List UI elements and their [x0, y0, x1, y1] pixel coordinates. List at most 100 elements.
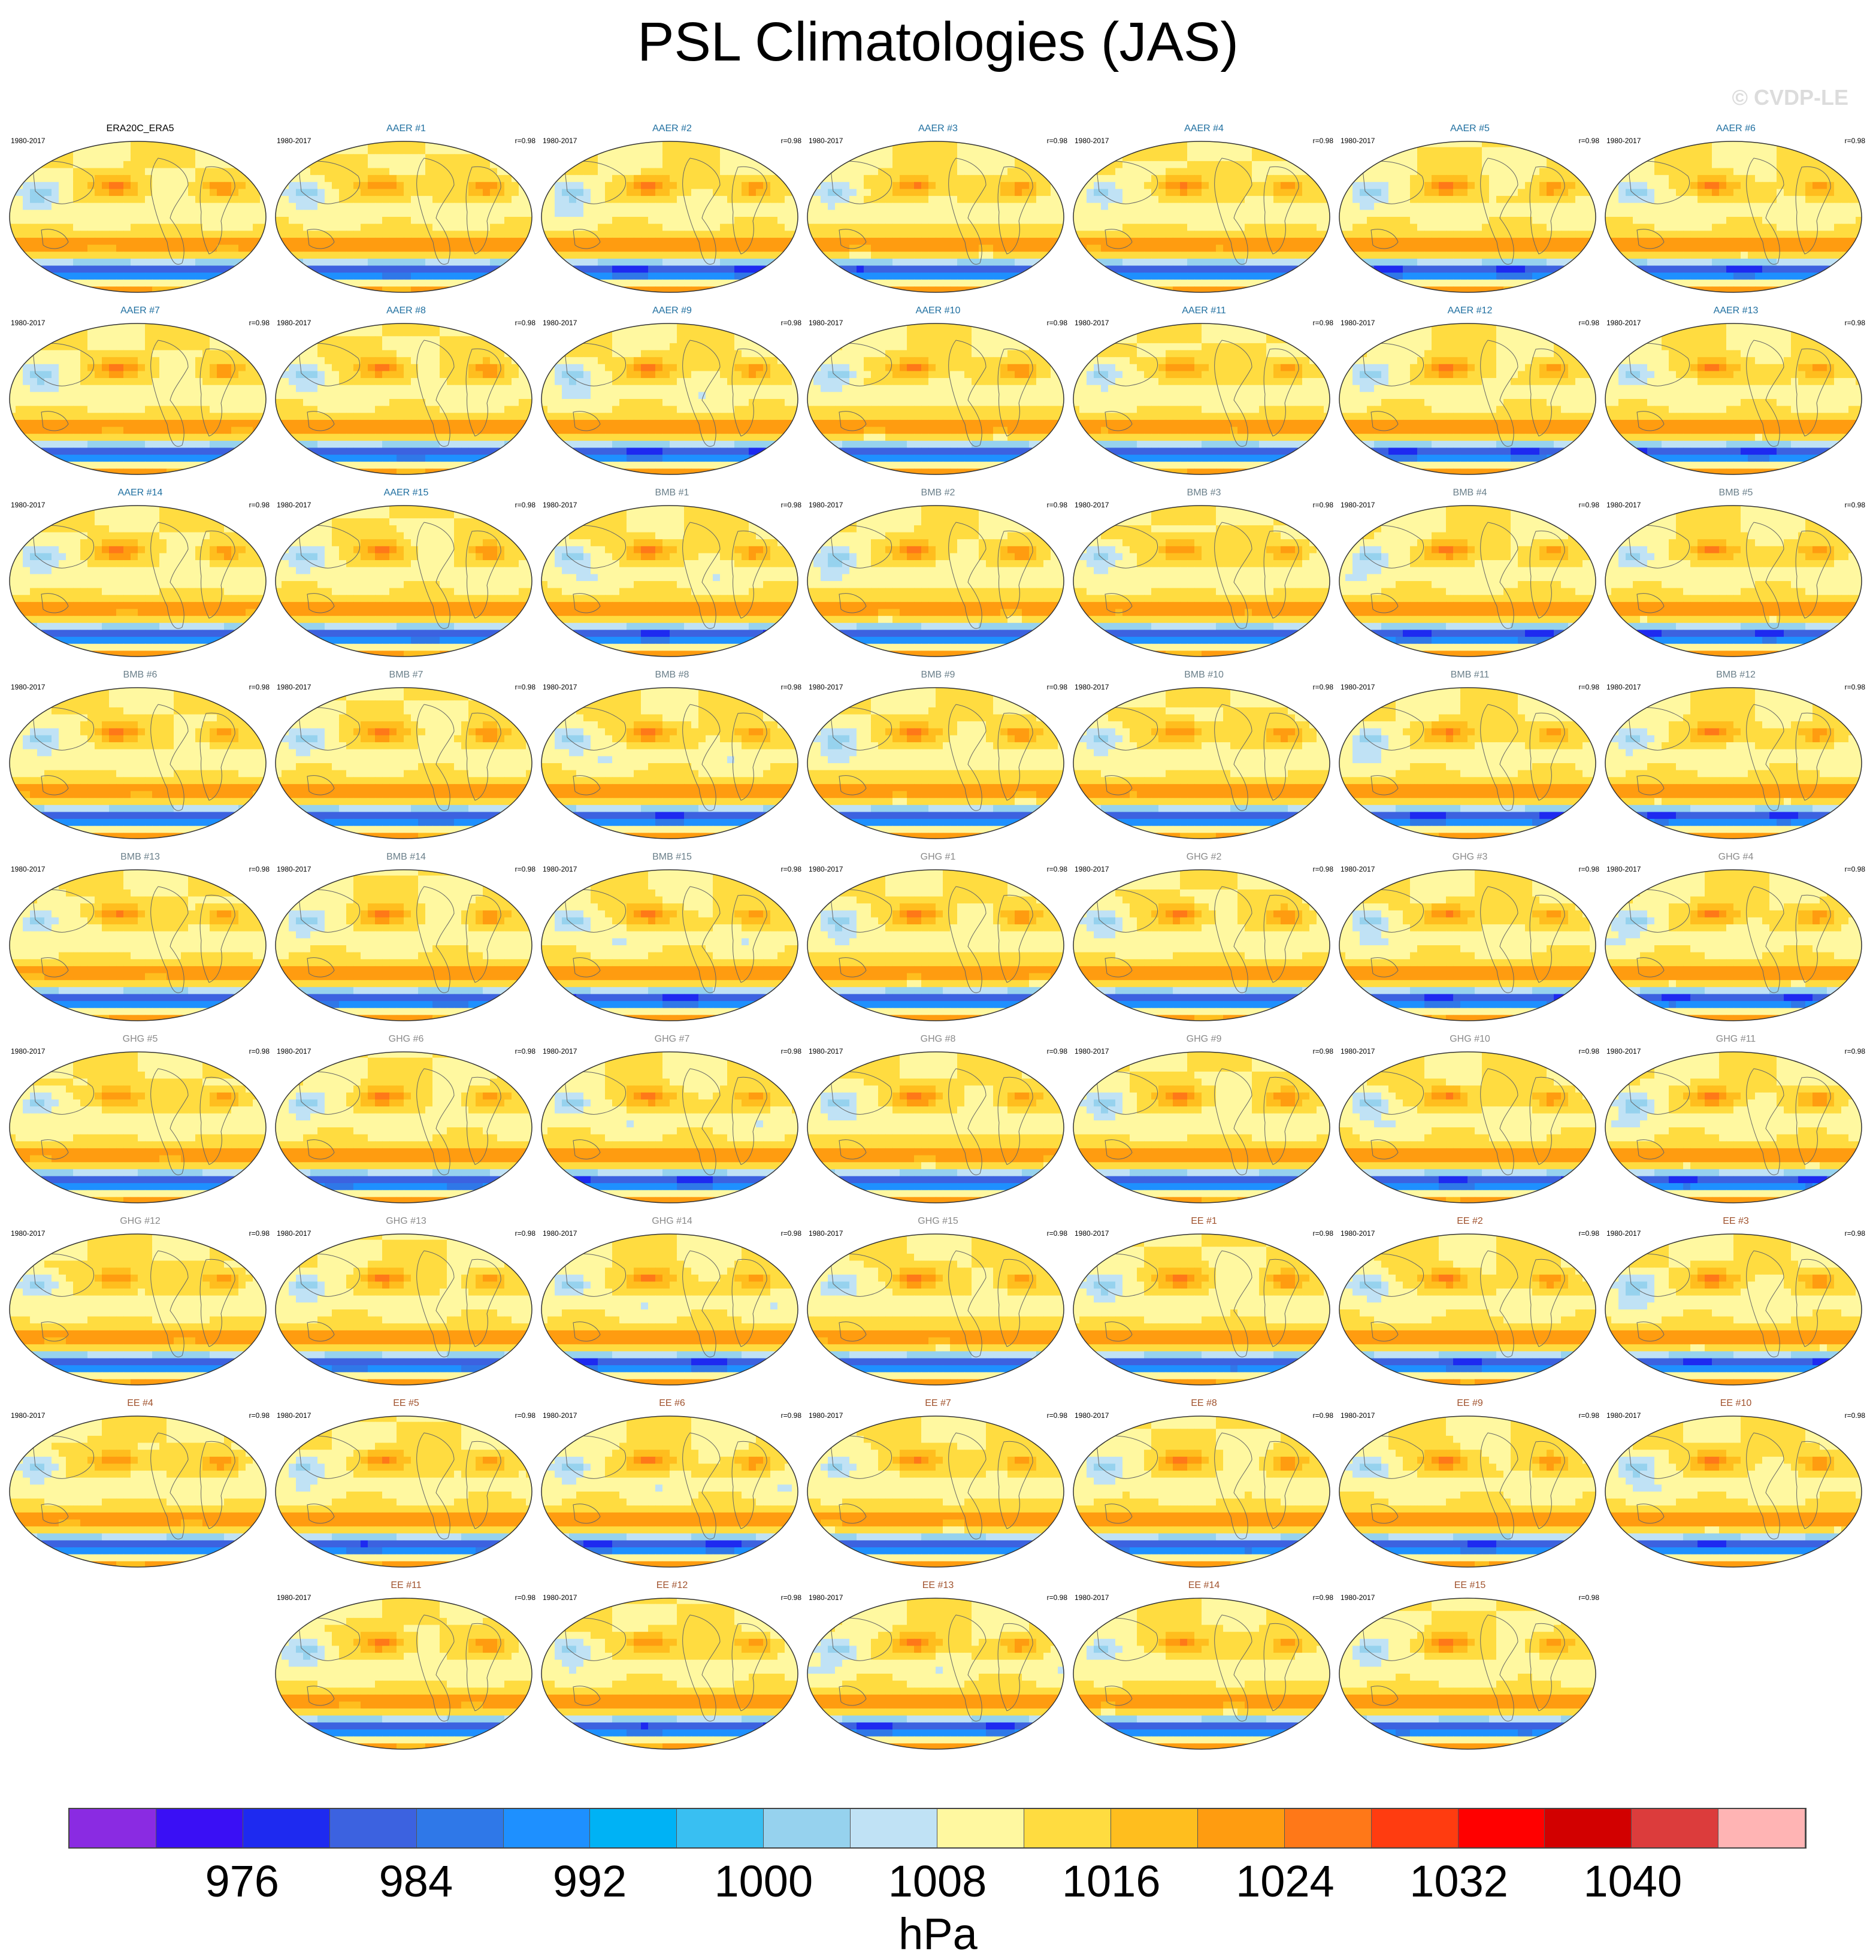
psl-cell: [1467, 217, 1475, 225]
psl-cell: [1130, 161, 1137, 169]
psl-cell: [317, 175, 325, 183]
psl-cell: [10, 182, 16, 190]
coastline: [1263, 166, 1299, 255]
psl-cell: [813, 141, 821, 148]
psl-cell: [1396, 147, 1403, 155]
psl-cell: [1460, 273, 1468, 280]
psl-cell: [95, 141, 102, 148]
psl-cell: [66, 273, 74, 280]
psl-cell: [1043, 286, 1051, 292]
psl-cell: [1015, 175, 1022, 183]
psl-cell: [10, 286, 16, 292]
psl-cell: [1273, 286, 1281, 292]
psl-cell: [504, 210, 512, 217]
psl-cell: [849, 223, 857, 231]
psl-cell: [583, 231, 591, 238]
psl-cell: [519, 286, 527, 292]
psl-cell: [986, 231, 994, 238]
psl-cell: [763, 217, 771, 225]
psl-cell: [490, 141, 498, 148]
psl-cell: [1115, 252, 1123, 259]
psl-cell: [526, 252, 532, 259]
psl-cell: [1654, 154, 1662, 162]
psl-cell: [1137, 141, 1145, 148]
psl-cell: [677, 244, 685, 252]
psl-cell: [253, 231, 261, 238]
psl-cell: [276, 265, 282, 273]
psl-cell: [382, 141, 390, 148]
psl-cell: [1180, 189, 1188, 196]
psl-cell: [1467, 279, 1475, 287]
psl-cell: [1539, 217, 1547, 225]
psl-cell: [1317, 154, 1324, 162]
psl-cell: [914, 189, 922, 196]
psl-cell: [576, 237, 584, 246]
psl-cell: [1101, 237, 1109, 246]
psl-cell: [634, 244, 642, 252]
psl-cell: [361, 154, 368, 162]
psl-cell: [1130, 237, 1137, 246]
psl-cell: [44, 237, 52, 246]
psl-cell: [900, 189, 907, 196]
psl-cell: [23, 147, 31, 155]
psl-cell: [763, 258, 771, 267]
psl-cell: [174, 168, 181, 176]
psl-cell: [1575, 196, 1583, 204]
psl-cell: [892, 175, 900, 183]
psl-cell: [1554, 244, 1562, 252]
psl-cell: [1352, 147, 1360, 155]
psl-cell: [253, 210, 261, 217]
psl-cell: [950, 202, 958, 210]
psl-cell: [670, 286, 677, 292]
psl-cell: [777, 168, 785, 176]
psl-cell: [303, 147, 311, 155]
psl-cell: [123, 237, 131, 246]
psl-cell: [1237, 258, 1245, 267]
psl-cell: [425, 237, 433, 246]
psl-cell: [1216, 231, 1224, 238]
psl-cell: [195, 231, 203, 238]
psl-cell: [1036, 196, 1044, 204]
psl-cell: [921, 231, 929, 238]
psl-cell: [914, 258, 922, 267]
panel-correlation: r=0.98: [515, 137, 535, 145]
psl-cell: [547, 217, 555, 225]
psl-cell: [1180, 258, 1188, 267]
psl-cell: [756, 196, 764, 204]
psl-cell: [641, 286, 649, 292]
psl-cell: [1158, 231, 1166, 238]
panel-correlation: r=0.98: [1579, 137, 1599, 145]
psl-cell: [706, 258, 713, 267]
psl-cell: [303, 217, 311, 225]
psl-cell: [1396, 175, 1403, 183]
psl-cell: [296, 154, 304, 162]
psl-cell: [928, 182, 936, 190]
psl-cell: [145, 217, 153, 225]
psl-cell: [526, 258, 532, 267]
psl-cell: [1583, 217, 1590, 225]
coastline: [830, 161, 892, 204]
psl-cell: [979, 182, 987, 190]
psl-cell: [900, 258, 907, 267]
psl-cell: [375, 182, 383, 190]
psl-cell: [641, 237, 649, 246]
psl-cell: [842, 154, 850, 162]
psl-cell: [1432, 244, 1439, 252]
psl-cell: [562, 147, 570, 155]
psl-cell: [231, 141, 239, 148]
psl-cell: [677, 286, 685, 292]
psl-cell: [202, 231, 210, 238]
psl-cell: [1130, 182, 1137, 190]
psl-cell: [454, 286, 462, 292]
psl-cell: [152, 244, 160, 252]
psl-cell: [871, 141, 879, 148]
psl-cell: [210, 279, 217, 287]
psl-cell: [1439, 237, 1447, 246]
psl-cell: [490, 252, 498, 259]
psl-cell: [785, 141, 792, 148]
psl-cell: [1216, 223, 1224, 231]
psl-cell: [1518, 231, 1526, 238]
psl-cell: [1518, 273, 1526, 280]
psl-cell: [397, 189, 404, 196]
psl-cell: [684, 202, 692, 210]
